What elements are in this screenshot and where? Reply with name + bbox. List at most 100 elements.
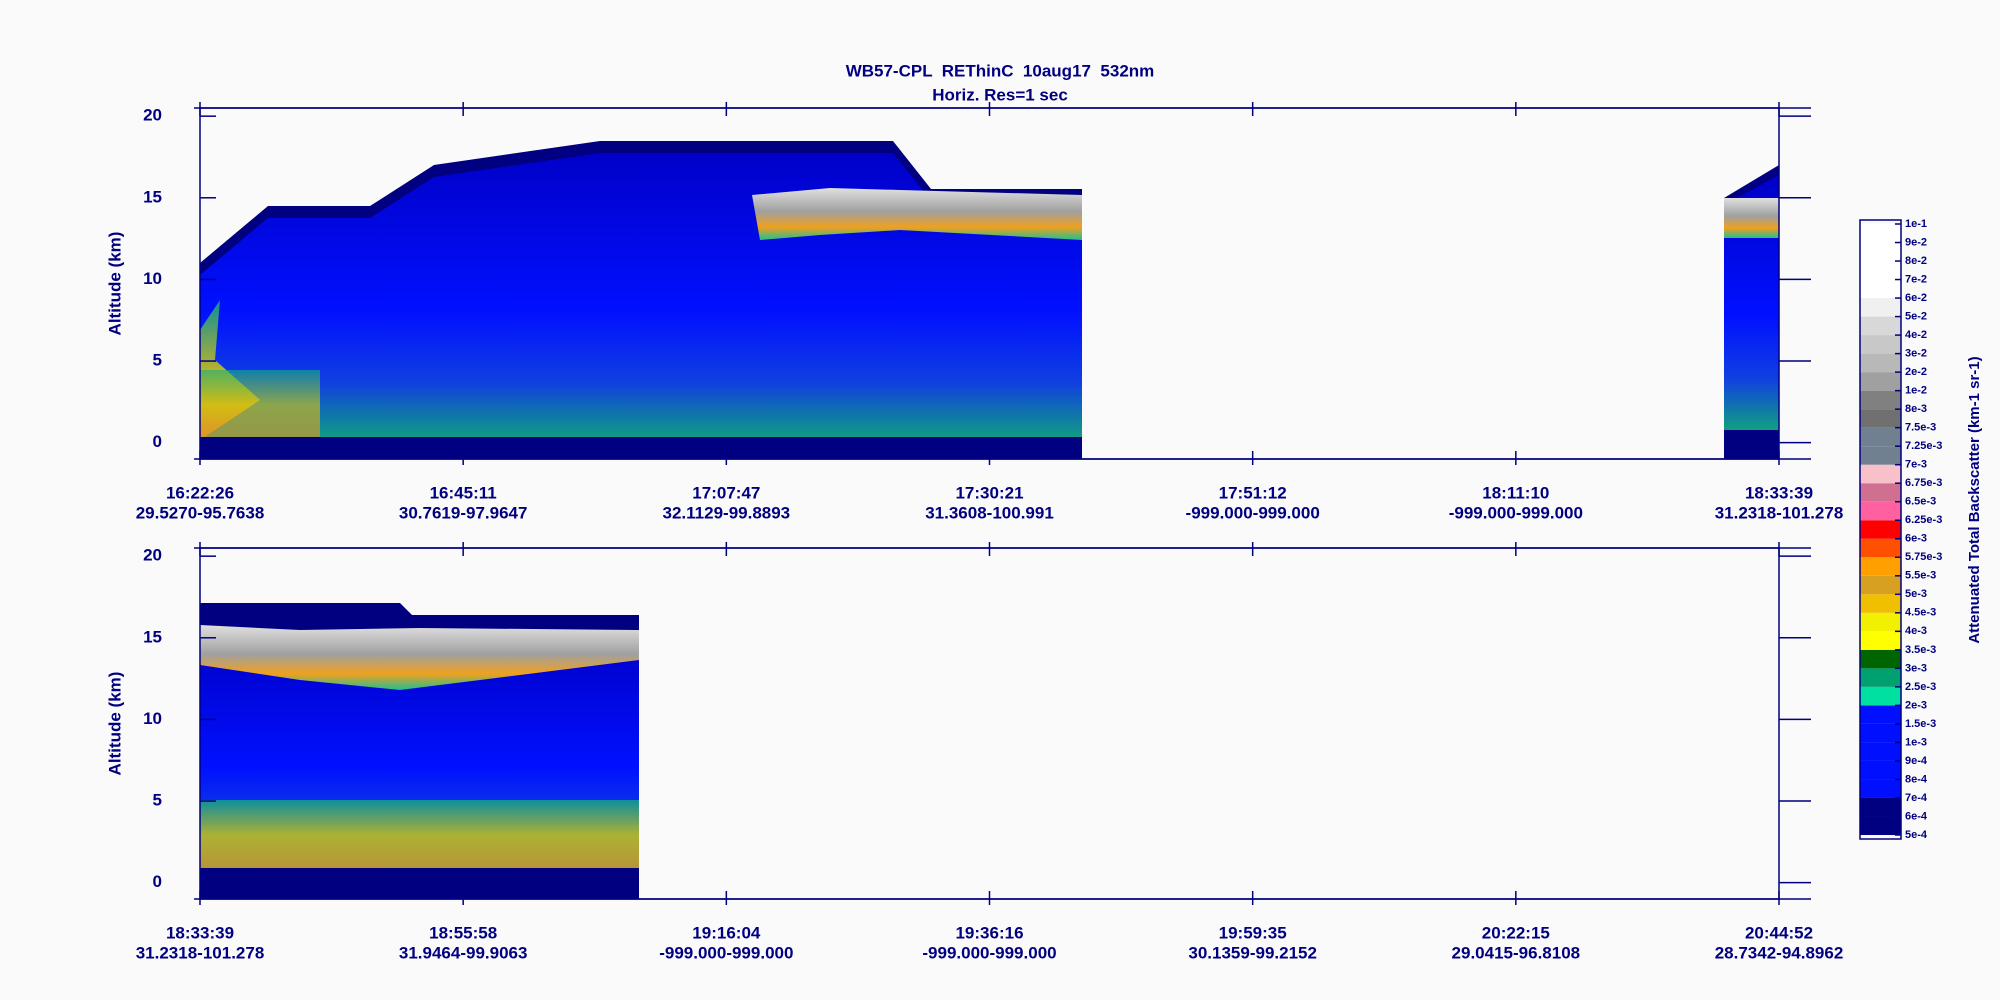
x-tick-location: 31.9464-99.9063 bbox=[399, 943, 528, 962]
colorbar-tick-label: 4e-2 bbox=[1905, 329, 1927, 341]
colorbar-band bbox=[1860, 242, 1901, 262]
x-tick-time: 18:33:39 bbox=[166, 923, 234, 942]
colorbar-tick-label: 5e-2 bbox=[1905, 310, 1927, 322]
colorbar-tick-label: 5e-3 bbox=[1905, 588, 1927, 600]
colorbar-band bbox=[1860, 372, 1901, 391]
colorbar-tick-label: 5e-4 bbox=[1905, 829, 1928, 841]
colorbar-tick-label: 8e-3 bbox=[1905, 403, 1927, 415]
colorbar-band bbox=[1860, 520, 1901, 539]
x-tick-time: 19:59:35 bbox=[1219, 923, 1287, 942]
x-tick-time: 19:36:16 bbox=[955, 923, 1023, 942]
chart-subtitle: Horiz. Res=1 sec bbox=[932, 85, 1068, 104]
backscatter-curtain bbox=[200, 141, 1779, 459]
y-axis-label: Altitude (km) bbox=[105, 232, 124, 336]
colorbar-band bbox=[1860, 686, 1901, 706]
y-tick-label: 15 bbox=[143, 627, 162, 646]
colorbar-tick-label: 4e-3 bbox=[1905, 625, 1927, 637]
colorbar-band bbox=[1860, 390, 1901, 410]
colorbar-tick-label: 2.5e-3 bbox=[1905, 681, 1936, 693]
colorbar-tick-label: 6e-4 bbox=[1905, 810, 1928, 822]
colorbar-tick-label: 3.5e-3 bbox=[1905, 644, 1936, 656]
colorbar-band bbox=[1860, 446, 1901, 465]
x-tick-time: 19:16:04 bbox=[692, 923, 761, 942]
colorbar-tick-label: 5.75e-3 bbox=[1905, 551, 1942, 563]
y-tick-label: 10 bbox=[143, 269, 162, 288]
colorbar-tick-label: 7e-2 bbox=[1905, 273, 1927, 285]
colorbar-tick-label: 5.5e-3 bbox=[1905, 570, 1936, 582]
colorbar-tick-label: 6e-2 bbox=[1905, 292, 1927, 304]
y-axis-label: Altitude (km) bbox=[105, 672, 124, 776]
x-tick-location: -999.000-999.000 bbox=[659, 943, 793, 962]
x-tick-location: 32.1129-99.8893 bbox=[663, 503, 791, 522]
colorbar-band bbox=[1860, 816, 1901, 835]
colorbar-band bbox=[1860, 538, 1901, 558]
colorbar-tick-label: 1e-2 bbox=[1905, 385, 1927, 397]
x-tick-location: 31.2318-101.278 bbox=[136, 943, 265, 962]
colorbar-band bbox=[1860, 279, 1901, 299]
y-tick-label: 5 bbox=[153, 791, 162, 810]
colorbar-band bbox=[1860, 557, 1901, 576]
y-tick-label: 0 bbox=[153, 872, 162, 891]
colorbar-band bbox=[1860, 483, 1901, 502]
colorbar-band bbox=[1860, 705, 1901, 724]
colorbar-band bbox=[1860, 316, 1901, 336]
x-tick-location: 29.0415-96.8108 bbox=[1452, 943, 1581, 962]
colorbar-frame bbox=[1859, 219, 1902, 840]
x-tick-location: 30.1359-99.2152 bbox=[1188, 943, 1317, 962]
colorbar-tick-label: 3e-2 bbox=[1905, 348, 1927, 360]
y-tick-label: 20 bbox=[143, 546, 162, 565]
y-tick-label: 20 bbox=[143, 106, 162, 125]
colorbar-band bbox=[1860, 427, 1901, 447]
x-tick-location: 30.7619-97.9647 bbox=[399, 503, 528, 522]
y-tick-label: 0 bbox=[153, 432, 162, 451]
colorbar-band bbox=[1860, 631, 1901, 650]
x-tick-time: 17:30:21 bbox=[955, 483, 1023, 502]
colorbar-band bbox=[1860, 298, 1901, 317]
colorbar-tick-label: 6.25e-3 bbox=[1905, 514, 1942, 526]
colorbar-tick-label: 9e-4 bbox=[1905, 755, 1928, 767]
x-tick-time: 17:07:47 bbox=[692, 483, 760, 502]
y-tick-label: 15 bbox=[143, 187, 162, 206]
colorbar-band bbox=[1860, 668, 1901, 687]
colorbar-tick-label: 6.5e-3 bbox=[1905, 496, 1936, 508]
colorbar-tick-label: 9e-2 bbox=[1905, 236, 1927, 248]
colorbar-tick-label: 8e-4 bbox=[1905, 773, 1928, 785]
colorbar-band bbox=[1860, 649, 1901, 669]
colorbar-band bbox=[1860, 353, 1901, 373]
y-tick-label: 10 bbox=[143, 709, 162, 728]
x-tick-time: 20:22:15 bbox=[1482, 923, 1550, 942]
x-tick-location: -999.000-999.000 bbox=[1186, 503, 1320, 522]
x-tick-location: 31.3608-100.991 bbox=[925, 503, 1054, 522]
chart-title: WB57-CPL REThinC 10aug17 532nm bbox=[846, 61, 1155, 80]
colorbar-tick-label: 1.5e-3 bbox=[1905, 718, 1936, 730]
colorbar-band bbox=[1860, 594, 1901, 613]
x-tick-time: 18:55:58 bbox=[429, 923, 497, 942]
x-tick-time: 20:44:52 bbox=[1745, 923, 1813, 942]
x-tick-time: 17:51:12 bbox=[1219, 483, 1287, 502]
colorbar-tick-label: 2e-3 bbox=[1905, 699, 1927, 711]
colorbar-tick-label: 7.25e-3 bbox=[1905, 440, 1942, 452]
x-tick-location: 28.7342-94.8962 bbox=[1715, 943, 1844, 962]
colorbar-tick-label: 7e-3 bbox=[1905, 459, 1927, 471]
colorbar-band bbox=[1860, 261, 1901, 280]
y-tick-label: 5 bbox=[153, 351, 162, 370]
x-tick-time: 18:11:10 bbox=[1482, 483, 1549, 502]
x-tick-time: 18:33:39 bbox=[1745, 483, 1813, 502]
colorbar-label: Attenuated Total Backscatter (km-1 sr-1) bbox=[1966, 356, 1983, 643]
colorbar-tick-label: 3e-3 bbox=[1905, 662, 1927, 674]
colorbar-band bbox=[1860, 464, 1901, 484]
colorbar-band bbox=[1860, 760, 1901, 780]
colorbar-tick-label: 6e-3 bbox=[1905, 533, 1927, 545]
colorbar-band bbox=[1860, 224, 1901, 243]
colorbar-tick-label: 7e-4 bbox=[1905, 792, 1928, 804]
colorbar-band bbox=[1860, 335, 1901, 354]
colorbar-band bbox=[1860, 779, 1901, 798]
colorbar-tick-label: 2e-2 bbox=[1905, 366, 1927, 378]
colorbar-band bbox=[1860, 409, 1901, 428]
colorbar-tick-label: 1e-3 bbox=[1905, 736, 1927, 748]
colorbar-tick-label: 6.75e-3 bbox=[1905, 477, 1942, 489]
colorbar-band bbox=[1860, 723, 1901, 743]
x-tick-time: 16:22:26 bbox=[166, 483, 234, 502]
colorbar-band bbox=[1860, 742, 1901, 761]
